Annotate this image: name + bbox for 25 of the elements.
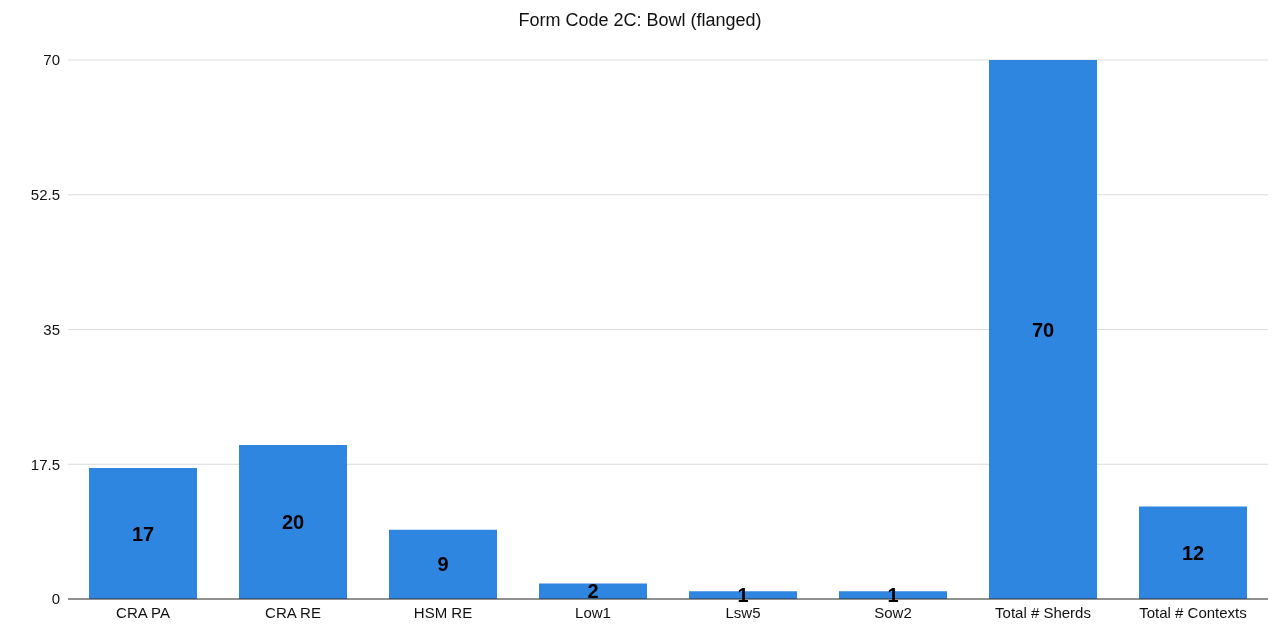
bar xyxy=(389,529,497,599)
y-tick-label: 0 xyxy=(51,590,60,608)
x-tick-label: CRA PA xyxy=(116,603,170,621)
x-tick-label: Total # Contexts xyxy=(1139,603,1247,621)
x-tick-label: CRA RE xyxy=(265,603,321,621)
y-tick-label: 35 xyxy=(43,320,60,338)
x-tick-label: Sow2 xyxy=(874,603,912,621)
y-tick-label: 17.5 xyxy=(30,455,60,473)
data-label: 12 xyxy=(1181,541,1205,564)
x-tick-label: HSM RE xyxy=(413,603,473,621)
data-label: 17 xyxy=(131,522,155,545)
x-tick-label: Low1 xyxy=(575,603,611,621)
y-tick-label: 70 xyxy=(43,51,60,69)
bar xyxy=(89,468,197,599)
data-label: 70 xyxy=(1031,318,1055,341)
chart-title: Form Code 2C: Bowl (flanged) xyxy=(517,9,763,32)
bar xyxy=(989,60,1097,599)
y-tick-label: 52.5 xyxy=(30,186,60,204)
data-label: 2 xyxy=(587,580,599,603)
x-tick-label: Total # Sherds xyxy=(995,603,1091,621)
bar xyxy=(1139,506,1247,599)
data-label: 20 xyxy=(281,511,305,534)
data-label: 9 xyxy=(437,553,449,576)
x-tick-label: Lsw5 xyxy=(725,603,761,621)
bar xyxy=(239,445,347,599)
